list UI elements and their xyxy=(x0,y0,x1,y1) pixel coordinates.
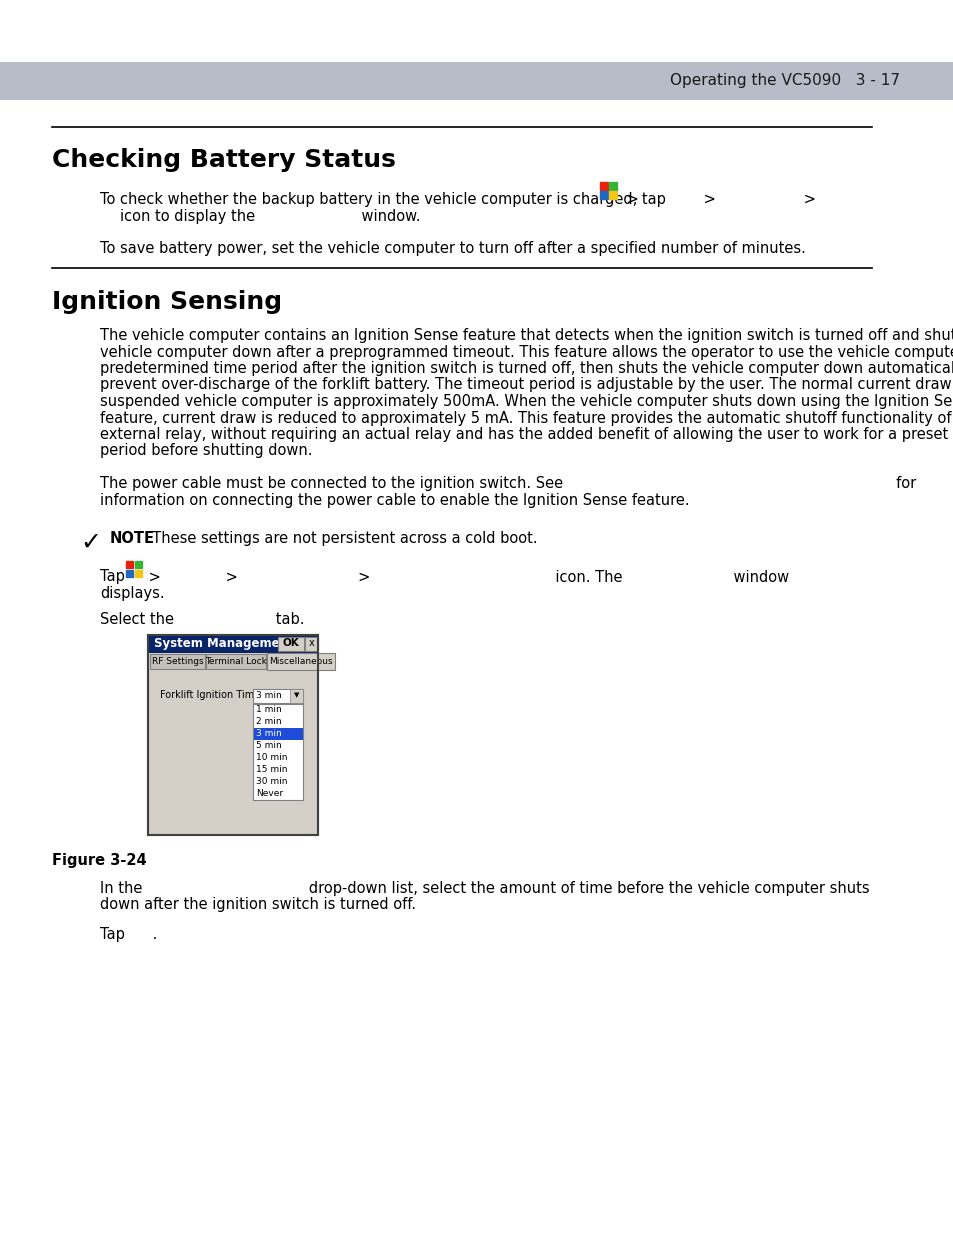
Text: external relay, without requiring an actual relay and has the added benefit of a: external relay, without requiring an act… xyxy=(100,427,953,442)
Bar xyxy=(148,635,317,835)
Text: >              >                   >: > > > xyxy=(621,191,815,207)
Text: x: x xyxy=(309,638,314,648)
Bar xyxy=(206,653,266,668)
Bar xyxy=(148,635,317,835)
Text: suspended vehicle computer is approximately 500mA. When the vehicle computer shu: suspended vehicle computer is approximat… xyxy=(100,394,953,409)
Text: predetermined time period after the ignition switch is turned off, then shuts th: predetermined time period after the igni… xyxy=(100,361,953,375)
Text: 10 min: 10 min xyxy=(255,753,287,762)
Bar xyxy=(135,569,142,577)
Text: 2 min: 2 min xyxy=(255,718,281,726)
Bar xyxy=(253,763,303,776)
Bar xyxy=(277,636,304,651)
Bar xyxy=(608,182,617,190)
Text: These settings are not persistent across a cold boot.: These settings are not persistent across… xyxy=(143,531,537,546)
Text: feature, current draw is reduced to approximately 5 mA. This feature provides th: feature, current draw is reduced to appr… xyxy=(100,410,953,426)
Bar xyxy=(253,752,303,763)
Text: NOTE: NOTE xyxy=(110,531,154,546)
Bar xyxy=(126,569,132,577)
Text: vehicle computer down after a preprogrammed timeout. This feature allows the ope: vehicle computer down after a preprogram… xyxy=(100,345,953,359)
Bar xyxy=(135,561,142,568)
Text: Miscellaneous: Miscellaneous xyxy=(269,657,333,666)
Text: System Management: System Management xyxy=(153,637,294,650)
Bar xyxy=(150,653,205,668)
Bar xyxy=(253,776,303,788)
Bar xyxy=(253,715,303,727)
Text: Tap: Tap xyxy=(100,569,125,584)
Text: 3 min: 3 min xyxy=(255,692,281,700)
Text: The power cable must be connected to the ignition switch. See                   : The power cable must be connected to the… xyxy=(100,475,915,492)
Text: To save battery power, set the vehicle computer to turn off after a specified nu: To save battery power, set the vehicle c… xyxy=(100,242,805,257)
Text: information on connecting the power cable to enable the Ignition Sense feature.: information on connecting the power cabl… xyxy=(100,493,689,508)
Bar xyxy=(253,740,303,752)
Bar xyxy=(253,727,303,740)
Text: To check whether the backup battery in the vehicle computer is charged, tap: To check whether the backup battery in t… xyxy=(100,191,665,207)
Text: Never: Never xyxy=(255,789,283,798)
Text: Operating the VC5090   3 - 17: Operating the VC5090 3 - 17 xyxy=(669,74,899,89)
Bar xyxy=(253,704,303,799)
Bar xyxy=(290,688,303,703)
Bar xyxy=(599,182,607,190)
Bar xyxy=(148,635,317,652)
Bar xyxy=(599,191,607,199)
Text: >              >                          >                                     : > > > xyxy=(144,569,788,584)
Bar xyxy=(126,561,132,568)
Bar xyxy=(608,191,617,199)
Bar xyxy=(253,704,303,715)
Text: In the                                    drop-down list, select the amount of t: In the drop-down list, select the amount… xyxy=(100,881,869,895)
Text: Ignition Sensing: Ignition Sensing xyxy=(52,290,282,314)
Text: 1 min: 1 min xyxy=(255,705,281,714)
Text: ✓: ✓ xyxy=(80,531,101,555)
Text: Forklift Ignition Timeout: Forklift Ignition Timeout xyxy=(160,690,276,700)
Bar xyxy=(253,788,303,799)
Bar xyxy=(305,636,317,651)
Text: Tap      .: Tap . xyxy=(100,927,157,942)
Text: Figure 3-24: Figure 3-24 xyxy=(52,852,147,867)
Text: ▼: ▼ xyxy=(294,693,299,699)
Bar xyxy=(253,688,303,703)
Bar xyxy=(0,62,953,100)
Text: 15 min: 15 min xyxy=(255,764,287,774)
Text: OK: OK xyxy=(282,638,299,648)
Text: displays.: displays. xyxy=(100,585,165,601)
Text: down after the ignition switch is turned off.: down after the ignition switch is turned… xyxy=(100,897,416,911)
Text: 3 min: 3 min xyxy=(255,729,281,739)
Text: RF Settings: RF Settings xyxy=(152,657,203,666)
Text: Select the                      tab.: Select the tab. xyxy=(100,613,304,627)
Text: prevent over-discharge of the forklift battery. The timeout period is adjustable: prevent over-discharge of the forklift b… xyxy=(100,378,953,393)
Bar xyxy=(148,652,317,671)
Text: 30 min: 30 min xyxy=(255,777,287,785)
Text: period before shutting down.: period before shutting down. xyxy=(100,443,313,458)
Text: icon to display the                       window.: icon to display the window. xyxy=(120,209,420,224)
Text: Terminal Lock: Terminal Lock xyxy=(205,657,267,666)
Bar xyxy=(267,652,335,669)
Text: 5 min: 5 min xyxy=(255,741,281,750)
Text: Checking Battery Status: Checking Battery Status xyxy=(52,148,395,172)
Text: The vehicle computer contains an Ignition Sense feature that detects when the ig: The vehicle computer contains an Ignitio… xyxy=(100,329,953,343)
